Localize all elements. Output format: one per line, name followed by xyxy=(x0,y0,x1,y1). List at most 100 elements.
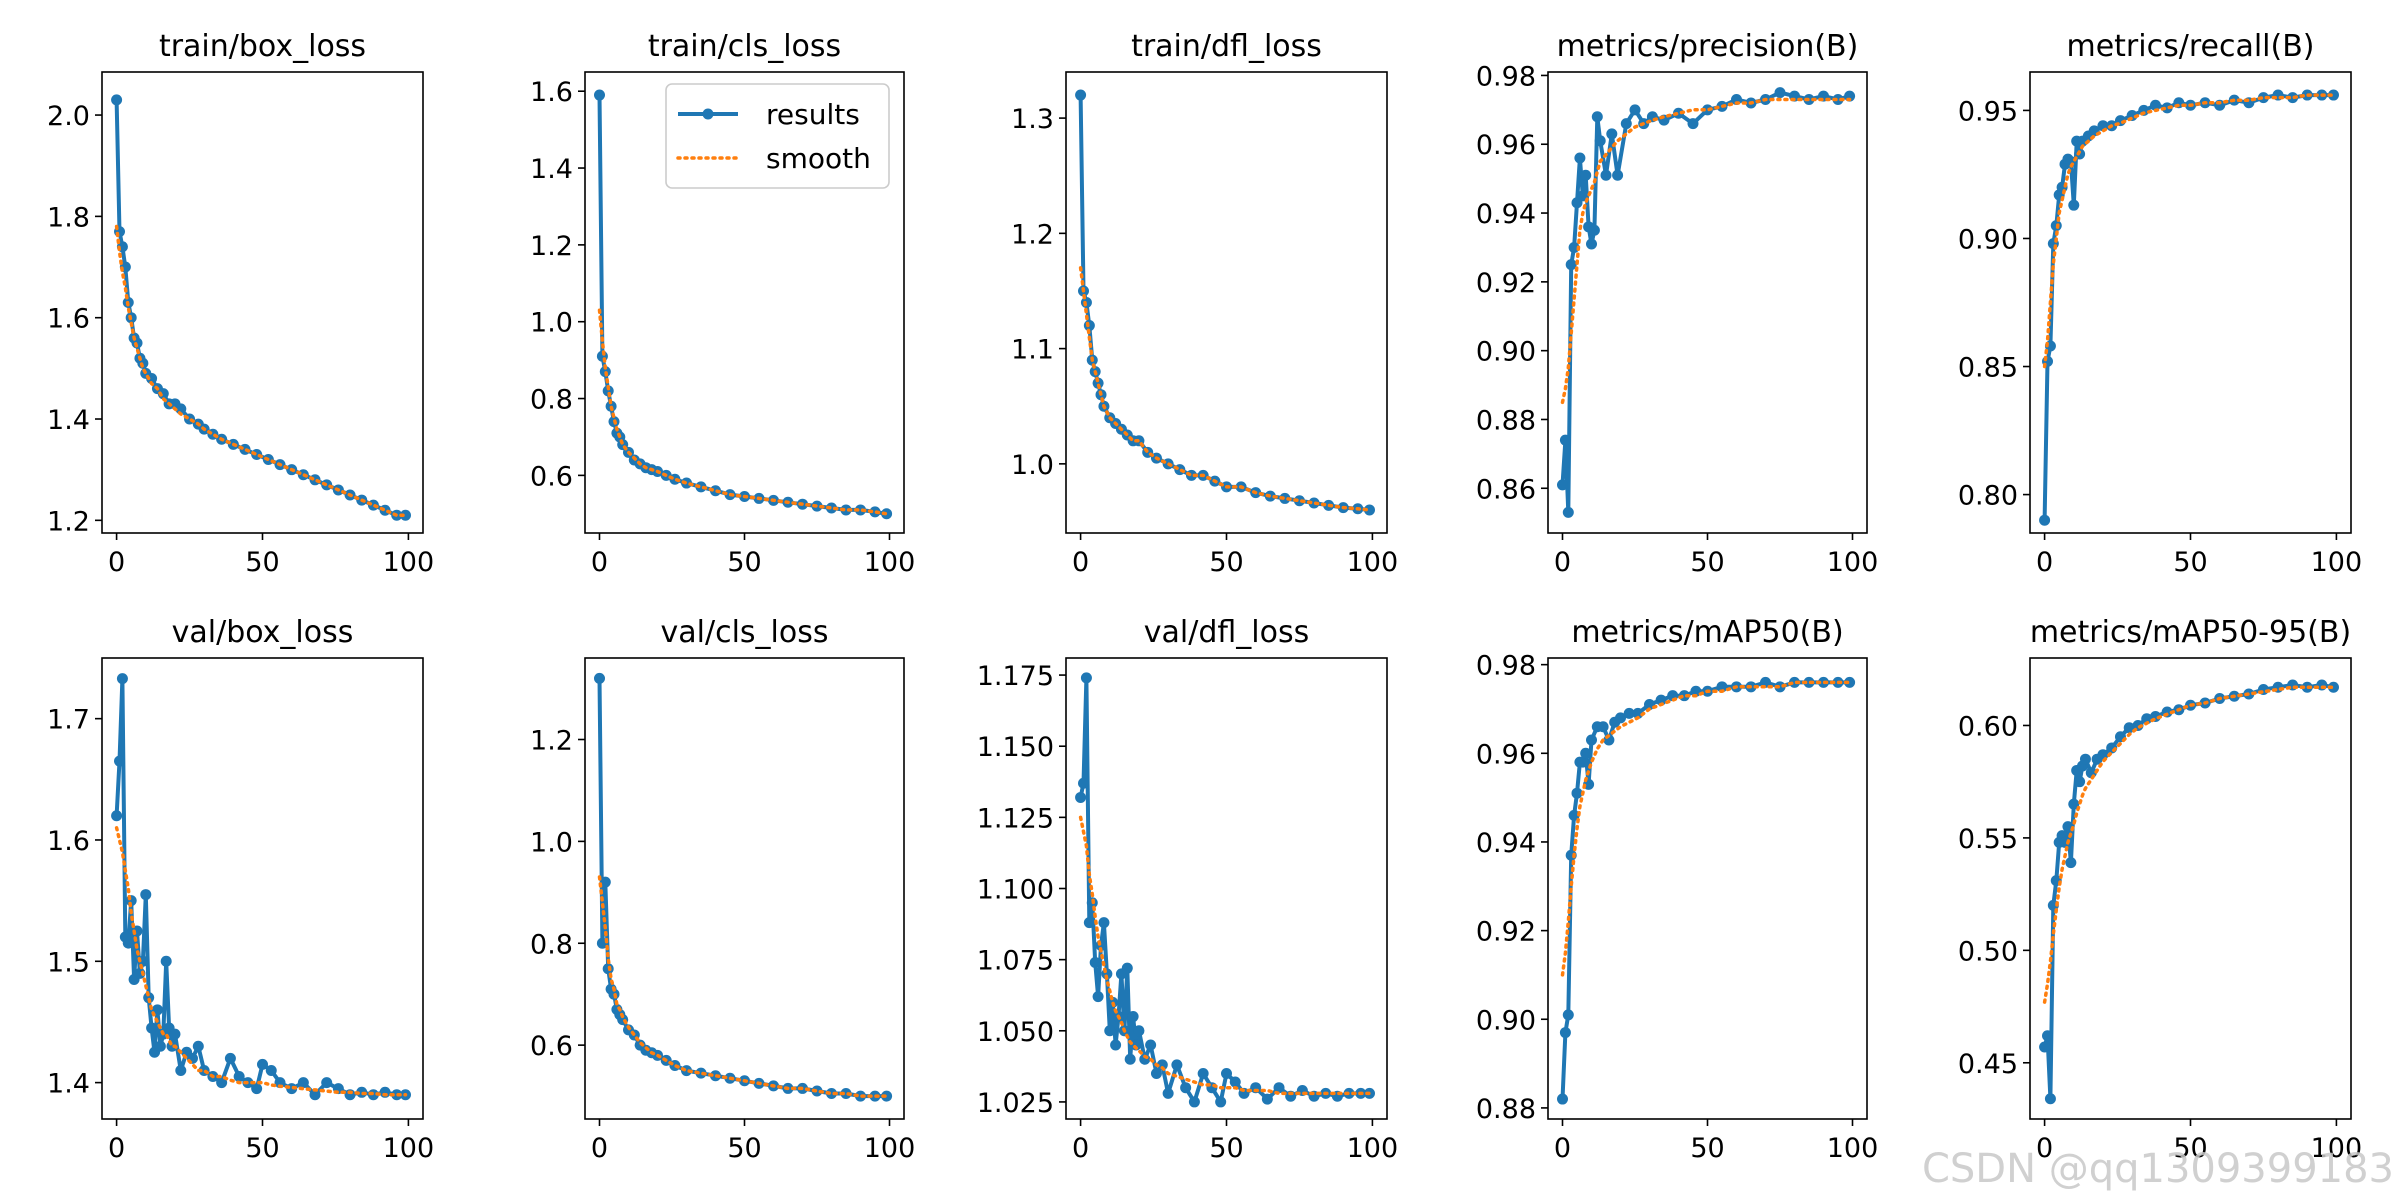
legend-results-marker xyxy=(702,108,714,120)
subplot-title: metrics/precision(B) xyxy=(1557,29,1859,64)
results-point xyxy=(1104,1025,1116,1037)
results-point xyxy=(1565,259,1577,271)
results-series-line xyxy=(1078,93,1372,512)
results-point xyxy=(1078,777,1090,789)
y-tick-label: 0.85 xyxy=(1958,353,2018,384)
subplot-title: val/box_loss xyxy=(172,615,354,650)
results-point xyxy=(1559,434,1571,446)
results-point xyxy=(1188,1096,1200,1108)
results-point xyxy=(1124,1053,1136,1065)
x-tick-label: 100 xyxy=(1827,1133,1879,1164)
smooth-series-line xyxy=(1078,266,1372,512)
y-tick-label: 0.8 xyxy=(530,929,573,960)
results-series-line xyxy=(2042,683,2336,1101)
axes-frame xyxy=(2029,657,2352,1120)
results-point xyxy=(1133,1025,1145,1037)
plot-area xyxy=(1075,89,1375,516)
axes-frame xyxy=(1065,71,1388,534)
y-tick-label: 0.90 xyxy=(1958,224,2018,255)
x-tick-label: 100 xyxy=(383,547,435,578)
results-point xyxy=(2079,753,2091,765)
plot-area xyxy=(2039,89,2339,526)
results-point xyxy=(1559,1027,1571,1039)
results-point xyxy=(1150,1067,1162,1079)
x-tick-label: 50 xyxy=(2173,547,2207,578)
results-point xyxy=(1229,1076,1241,1088)
results-point xyxy=(1615,712,1626,724)
results-series-line xyxy=(1078,675,1372,1104)
y-tick-label: 1.4 xyxy=(530,154,573,185)
results-point xyxy=(2044,1093,2056,1105)
x-tick-label: 100 xyxy=(864,1133,916,1164)
y-tick-label: 1.6 xyxy=(47,826,90,857)
results-point xyxy=(1673,107,1684,119)
x-tick-label: 50 xyxy=(1690,547,1724,578)
subplot-title: val/cls_loss xyxy=(661,615,829,650)
x-tick-label: 0 xyxy=(108,547,125,578)
results-point xyxy=(1832,94,1844,106)
results-point xyxy=(1623,707,1635,719)
subplot-title: metrics/mAP50(B) xyxy=(1571,615,1843,650)
subplot-train-cls-loss: train/cls_loss 0 50 100 0.6 0.8 1.0 1.2 1.4 1.6 re… xyxy=(530,29,915,578)
y-tick-label: 0.95 xyxy=(1958,96,2018,127)
x-tick-label: 100 xyxy=(2311,1133,2363,1164)
results-point xyxy=(154,1040,166,1052)
x-tick-label: 50 xyxy=(1690,1133,1724,1164)
smooth-series-line xyxy=(1560,97,1852,405)
results-point xyxy=(594,672,605,684)
plot-area xyxy=(594,89,893,520)
subplot-metrics-map50-b-: metrics/mAP50(B) 0 50 100 0.88 0.90 0.92 0.94 0.… xyxy=(1476,615,1878,1164)
y-tick-label: 1.4 xyxy=(47,1069,90,1100)
legend-results-label: results xyxy=(766,98,860,131)
y-tick-label: 0.92 xyxy=(1476,917,1536,948)
results-point xyxy=(1562,506,1574,518)
y-tick-label: 0.94 xyxy=(1476,199,1536,230)
x-tick-label: 100 xyxy=(1347,1133,1399,1164)
y-tick-label: 0.55 xyxy=(1958,824,2018,855)
smooth-series-line xyxy=(597,875,889,1098)
results-point xyxy=(1577,756,1589,768)
results-point xyxy=(1597,721,1609,733)
results-point xyxy=(1092,377,1104,389)
results-point xyxy=(1089,956,1101,968)
results-point xyxy=(1127,1011,1139,1023)
results-point xyxy=(1844,676,1856,688)
results-point xyxy=(1568,809,1580,821)
y-tick-label: 1.1 xyxy=(1011,335,1054,366)
results-point xyxy=(2039,1041,2051,1053)
results-point xyxy=(594,89,605,101)
x-tick-label: 50 xyxy=(1209,1133,1243,1164)
y-tick-label: 1.2 xyxy=(530,231,573,262)
results-point xyxy=(1629,104,1641,116)
smooth-series-line xyxy=(2042,93,2336,369)
results-point xyxy=(1789,676,1800,688)
results-point xyxy=(265,1064,277,1076)
subplot-metrics-recall-b-: metrics/recall(B) 0 50 100 0.80 0.85 0.90 0.95 xyxy=(1958,29,2362,578)
y-tick-label: 1.0 xyxy=(530,827,573,858)
x-tick-label: 0 xyxy=(1072,547,1089,578)
results-point xyxy=(1574,152,1586,164)
results-point xyxy=(840,1088,852,1100)
results-point xyxy=(2068,798,2080,810)
results-point xyxy=(1580,747,1592,759)
results-point xyxy=(111,810,123,822)
results-point xyxy=(1092,991,1104,1003)
results-series-line xyxy=(597,676,889,1099)
y-tick-label: 0.6 xyxy=(530,461,573,492)
smooth-series-line xyxy=(1560,680,1852,977)
results-point xyxy=(116,673,128,685)
subplot-metrics-precision-b-: metrics/precision(B) 0 50 100 0.86 0.88 0.90 0.… xyxy=(1476,29,1878,578)
plot-area xyxy=(1075,672,1375,1108)
results-point xyxy=(122,937,134,949)
x-tick-label: 0 xyxy=(1554,547,1571,578)
x-tick-label: 50 xyxy=(727,1133,761,1164)
results-point xyxy=(1586,734,1597,746)
y-tick-label: 0.90 xyxy=(1476,1005,1536,1036)
results-point xyxy=(2039,514,2051,526)
results-point xyxy=(1180,1082,1192,1094)
results-point xyxy=(140,889,152,901)
y-tick-label: 1.6 xyxy=(47,304,90,335)
axes-frame xyxy=(584,71,905,534)
smooth-series-line xyxy=(1078,815,1372,1096)
subplot-val-cls-loss: val/cls_loss 0 50 100 0.6 0.8 1.0 1.2 xyxy=(530,615,915,1164)
